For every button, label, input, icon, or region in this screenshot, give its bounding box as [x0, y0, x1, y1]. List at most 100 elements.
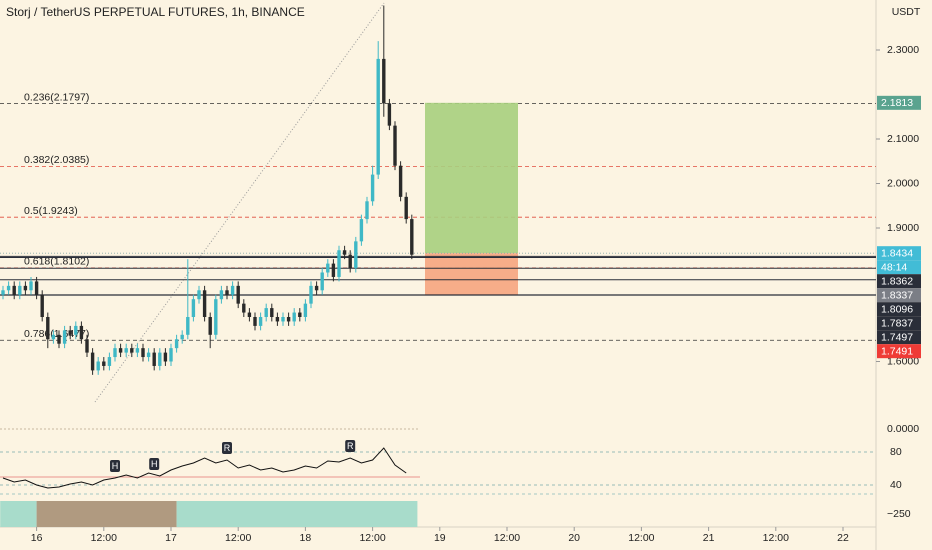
currency-box — [886, 3, 926, 19]
osc-marker-label: H — [151, 459, 158, 469]
fib-label: 0.618(1.8102) — [24, 256, 89, 268]
candle-body — [365, 201, 369, 220]
candle-body — [96, 361, 100, 371]
candle-body — [102, 361, 106, 366]
candle-body — [135, 348, 140, 353]
price-badge — [877, 95, 921, 110]
osc-marker-label: R — [347, 441, 354, 451]
candle-body — [219, 290, 224, 300]
candle-body — [40, 294, 44, 317]
candle-body — [376, 58, 380, 175]
candle-body — [370, 174, 375, 202]
x-tick-label: 19 — [434, 532, 446, 544]
price-badge-label: 1.8434 — [881, 247, 913, 259]
candle-body — [292, 312, 296, 322]
candle-body — [90, 352, 95, 371]
candle-body — [342, 250, 347, 255]
candle-body — [359, 219, 364, 242]
x-tick-label: 21 — [703, 532, 715, 544]
candle-body — [298, 312, 302, 317]
price-badge-label: 1.7497 — [881, 331, 913, 343]
candle-body — [141, 348, 145, 358]
fib-label: 0.236(2.1797) — [24, 91, 89, 103]
x-tick-label: 12:00 — [763, 532, 789, 544]
candle-body — [202, 290, 207, 317]
candle-body — [118, 348, 123, 353]
candle-body — [68, 330, 72, 335]
candle-body — [113, 348, 117, 358]
candle-body — [124, 348, 128, 353]
candle-body — [85, 339, 89, 353]
candle-body — [214, 299, 218, 335]
candle-body — [208, 317, 212, 335]
price-badge-label: 1.7837 — [881, 317, 913, 329]
candle-body — [309, 285, 313, 304]
candle-body — [320, 272, 324, 291]
y-tick-label: 1.6000 — [887, 355, 919, 367]
candle-body — [107, 357, 112, 366]
candle-body — [337, 250, 341, 277]
candle-body — [62, 330, 67, 344]
candle-body — [314, 285, 319, 291]
price-badge-label: 1.8362 — [881, 275, 913, 287]
candle-body — [258, 317, 263, 326]
macd-tick-label: 0.0000 — [887, 423, 919, 435]
x-tick-label: 12:00 — [225, 532, 251, 544]
trend-line — [94, 2, 385, 403]
candle-body — [74, 325, 78, 335]
candle-body — [1, 290, 5, 295]
candle-body — [326, 263, 330, 273]
candle-body — [29, 281, 33, 291]
x-tick-label: 20 — [568, 532, 580, 544]
x-tick-label: 17 — [165, 532, 177, 544]
fib-label: 0.5(1.9243) — [24, 205, 78, 217]
candle-body — [163, 352, 168, 362]
currency: USDT — [892, 6, 921, 18]
x-tick-label: 18 — [300, 532, 312, 544]
y-tick-label: 1.9000 — [887, 222, 919, 234]
candle-body — [23, 285, 28, 291]
price-badge — [877, 344, 921, 359]
candle-body — [236, 285, 240, 304]
candle-body — [398, 165, 403, 197]
countdown-badge — [877, 260, 921, 275]
candle-body — [34, 281, 39, 295]
candle-body — [303, 303, 308, 317]
y-tick-label: 2.0000 — [887, 177, 919, 189]
candle-body — [146, 352, 151, 358]
candle-body — [174, 339, 179, 349]
x-tick-label: 12:00 — [359, 532, 385, 544]
candle-body — [242, 303, 246, 313]
candle-body — [264, 308, 268, 317]
countdown-label: 48:14 — [881, 261, 907, 273]
price-badge-label: 1.7491 — [881, 345, 913, 357]
candle-body — [158, 352, 162, 366]
price-badge — [877, 274, 921, 289]
band-segment — [176, 501, 418, 527]
candle-body — [275, 317, 280, 322]
candle-body — [286, 317, 291, 322]
candle-body — [225, 290, 229, 295]
y-tick-label: 2.3000 — [887, 44, 919, 56]
candle-body — [186, 317, 190, 335]
band-segment — [0, 501, 37, 527]
fib-label: 0.382(2.0385) — [24, 154, 89, 166]
candle-body — [410, 219, 414, 255]
candle-body — [79, 325, 84, 340]
y-tick-label: 2.1000 — [887, 133, 919, 145]
price-badge — [877, 246, 921, 261]
x-tick-label: 12:00 — [91, 532, 117, 544]
candle-body — [191, 299, 196, 317]
candle-body — [12, 285, 16, 295]
candle-body — [281, 317, 285, 322]
candle-body — [152, 352, 156, 366]
price-badge-label: 1.8337 — [881, 289, 913, 301]
osc-marker-box — [110, 459, 120, 472]
x-tick-label: 12:00 — [628, 532, 654, 544]
band-segment — [36, 501, 177, 527]
candle-body — [253, 317, 257, 326]
x-tick-label: 12:00 — [494, 532, 520, 544]
candle-body — [382, 58, 386, 104]
price-badge — [877, 316, 921, 331]
